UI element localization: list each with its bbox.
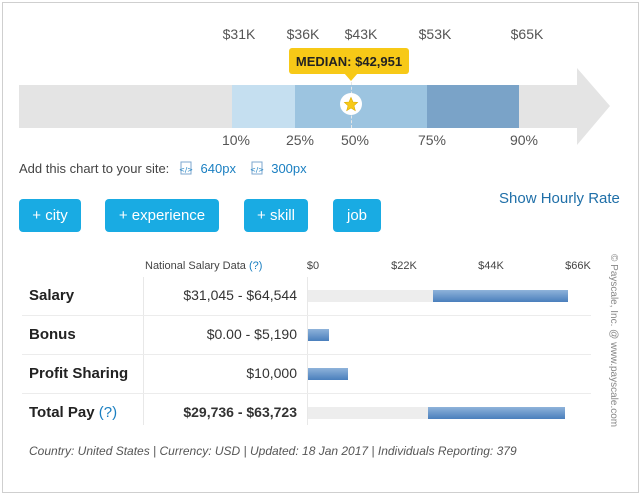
svg-text:</>: </> [250,166,264,174]
salary-axis-tick: $22K [391,260,417,272]
code-page-icon[interactable]: </> [250,161,264,175]
percentile-band [427,85,519,128]
row-separator [22,354,591,355]
percentile-label: 75% [417,132,447,148]
median-badge: MEDIAN: $42,951 [289,48,409,74]
share-prefix: Add this chart to your site: [19,161,170,176]
salary-row-value: $29,736 - $63,723 [183,404,297,420]
salary-range-bar [308,329,329,341]
percentile-value-label: $53K [418,26,452,42]
salary-row-value: $31,045 - $64,544 [183,287,297,303]
percentile-value-label: $43K [344,26,378,42]
percentile-band [352,85,427,128]
svg-text:</>: </> [179,166,193,174]
add-experience-button[interactable]: + experience [105,199,219,232]
salary-row-label: Profit Sharing [29,365,129,382]
salary-row-label: Total Pay (?) [29,404,118,421]
percentile-label: 10% [221,132,251,148]
percentile-label: 50% [340,132,370,148]
percentile-value-label: $65K [510,26,544,42]
salary-row-value: $10,000 [246,365,297,381]
star-icon [343,96,359,112]
median-marker [340,93,362,115]
salary-row-label: Bonus [29,326,76,343]
salary-axis-tick: $66K [565,260,591,272]
share-300-link[interactable]: 300px [271,161,307,176]
percentile-value-label: $36K [286,26,320,42]
footer-info: Country: United States | Currency: USD |… [29,444,517,458]
table-column-divider [143,277,144,425]
salary-row-value: $0.00 - $5,190 [206,326,297,342]
code-page-icon[interactable]: </> [179,161,193,175]
salary-range-bar [308,368,349,380]
show-hourly-rate-link[interactable]: Show Hourly Rate [499,190,620,207]
salary-range-bar [433,290,569,302]
percentile-label: 90% [509,132,539,148]
job-button[interactable]: job [333,199,381,232]
share-line: Add this chart to your site: </> 640px <… [19,161,307,176]
percentile-label: 25% [285,132,315,148]
table-column-divider [307,277,308,425]
percentile-chart [19,68,610,145]
national-salary-header-label: National Salary Data [145,260,246,272]
national-salary-header: National Salary Data (?) [145,260,262,272]
salary-range-bar [427,407,565,419]
add-skill-button[interactable]: + skill [244,199,308,232]
copyright-vertical: © Payscale, Inc. @ www.payscale.com [608,254,619,428]
row-separator [22,315,591,316]
total-pay-help[interactable]: (?) [94,404,118,421]
row-separator [22,393,591,394]
salary-row-label: Salary [29,287,75,304]
percentile-band [232,85,295,128]
salary-axis-tick: $0 [306,260,320,272]
percentile-value-label: $31K [222,26,256,42]
add-city-button[interactable]: + city [19,199,81,232]
salary-axis-tick: $44K [478,260,504,272]
median-badge-pointer [344,73,358,81]
share-640-link[interactable]: 640px [200,161,236,176]
national-salary-help[interactable]: (?) [248,260,263,272]
